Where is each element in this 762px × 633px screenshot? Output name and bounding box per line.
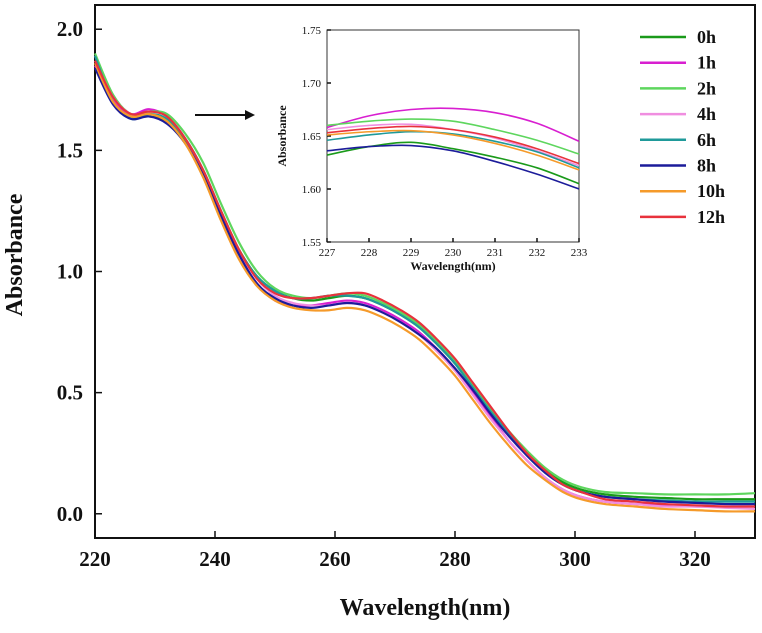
inset-y-tick-label: 1.75 [302, 25, 322, 37]
main-y-tick-label: 1.5 [57, 138, 83, 162]
main-x-tick-label: 240 [199, 547, 231, 571]
legend-label-12h: 12h [697, 207, 725, 227]
inset-x-axis-title: Wavelength(nm) [410, 259, 495, 273]
main-y-tick-label: 0.5 [57, 381, 83, 405]
inset-y-tick-label: 1.60 [302, 184, 322, 196]
main-x-tick-label: 260 [319, 547, 351, 571]
main-x-tick-label: 280 [439, 547, 471, 571]
main-y-tick-labels: 0.0 0.5 1.0 1.5 2.0 [57, 17, 83, 526]
main-y-tick-label: 1.0 [57, 260, 83, 284]
inset-x-tick-label: 232 [529, 247, 546, 259]
inset-series-8h [326, 144, 580, 190]
inset-series-1h [326, 107, 580, 143]
main-ticks [94, 28, 696, 538]
inset-x-tick-label: 230 [445, 247, 462, 259]
legend-label-1h: 1h [697, 53, 716, 73]
inset-series-lines [326, 107, 580, 190]
inset-series-12h [326, 125, 580, 165]
inset-x-tick-label: 231 [487, 247, 504, 259]
main-x-tick-label: 300 [559, 547, 591, 571]
main-x-tick-label: 320 [679, 547, 711, 571]
main-series-10h [94, 62, 756, 513]
inset-y-tick-label: 1.55 [302, 237, 322, 249]
legend-label-8h: 8h [697, 156, 716, 176]
main-y-axis-title: Absorbance [2, 193, 28, 316]
inset-series-10h [326, 129, 580, 171]
legend-label-0h: 0h [697, 27, 716, 47]
legend-label-2h: 2h [697, 78, 716, 98]
inset-x-tick-labels: 227 228 229 230 231 232 233 [319, 247, 588, 259]
inset-y-tick-labels: 1.55 1.60 1.65 1.70 1.75 [302, 25, 322, 249]
inset-ticks [326, 29, 580, 243]
inset-series-6h [326, 130, 580, 169]
main-x-tick-labels: 220 240 260 280 300 320 [79, 547, 711, 571]
inset-x-tick-label: 228 [361, 247, 378, 259]
legend: 0h 1h 2h 4h 6h 8h 10h 12h [640, 27, 725, 227]
main-series-2h [93, 53, 756, 496]
main-x-tick-label: 220 [79, 547, 111, 571]
inset-y-axis-title: Absorbance [275, 105, 289, 167]
main-y-tick-label: 0.0 [57, 502, 83, 526]
main-x-axis-title: Wavelength(nm) [340, 595, 511, 621]
main-series-12h [94, 60, 756, 508]
inset-series-2h [326, 118, 580, 155]
inset-y-tick-label: 1.65 [302, 131, 322, 143]
legend-label-10h: 10h [697, 181, 725, 201]
legend-label-6h: 6h [697, 130, 716, 150]
main-series-lines [93, 53, 756, 513]
inset-plot-frame [326, 29, 580, 243]
inset-x-tick-label: 233 [571, 247, 588, 259]
inset-pointer-arrow [195, 110, 255, 120]
inset-x-tick-label: 227 [319, 247, 336, 259]
main-y-tick-label: 2.0 [57, 17, 83, 41]
inset-y-tick-label: 1.70 [302, 78, 322, 90]
legend-label-4h: 4h [697, 104, 716, 124]
inset-x-tick-label: 229 [403, 247, 420, 259]
